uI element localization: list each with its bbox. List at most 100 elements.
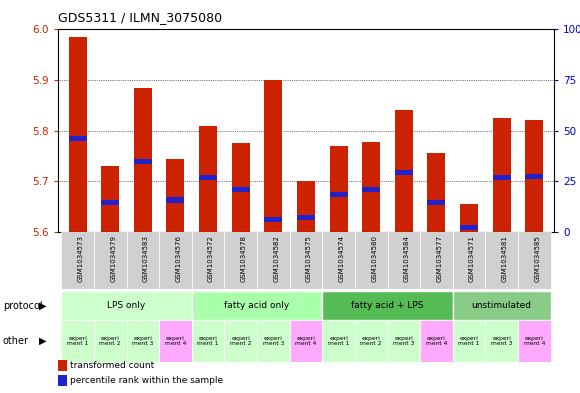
Text: transformed count: transformed count [70,361,154,369]
Text: experi
ment 1: experi ment 1 [328,336,349,346]
Bar [453,320,485,362]
Bar [192,320,224,362]
Text: experi
ment 3: experi ment 3 [263,336,284,346]
Bar [134,88,152,232]
Text: GSM1034584: GSM1034584 [404,235,410,282]
Bar [166,197,184,202]
Bar [68,136,86,141]
Bar [166,158,184,232]
Text: GDS5311 / ILMN_3075080: GDS5311 / ILMN_3075080 [58,11,222,24]
Bar [61,232,94,289]
Text: GSM1034573: GSM1034573 [78,235,84,282]
Bar [460,225,478,230]
Bar [420,232,453,289]
Bar [232,143,249,232]
Bar [264,217,282,222]
Text: GSM1034581: GSM1034581 [502,235,508,282]
Bar [355,320,387,362]
Text: LPS only: LPS only [107,301,146,310]
Bar [362,142,380,232]
Bar [453,232,485,289]
Text: experi
ment 4: experi ment 4 [165,336,186,346]
Bar [518,232,550,289]
Text: GSM1034571: GSM1034571 [469,235,475,282]
Bar [493,118,510,232]
Text: ▶: ▶ [39,301,47,311]
Bar [329,193,347,197]
Bar [322,291,453,320]
Bar [297,215,315,220]
Bar [493,175,510,180]
Bar [329,146,347,232]
Bar [126,320,159,362]
Bar [427,153,445,232]
Text: GSM1034579: GSM1034579 [110,235,116,282]
Bar [232,187,249,193]
Text: GSM1034580: GSM1034580 [371,235,377,282]
Bar [94,232,126,289]
Bar [257,232,289,289]
Bar [68,37,86,232]
Bar [192,291,322,320]
Bar [61,291,192,320]
Text: experi
ment 3: experi ment 3 [491,336,512,346]
Text: experi
ment 3: experi ment 3 [393,336,415,346]
Text: experi
ment 2: experi ment 2 [360,336,382,346]
Bar [224,320,257,362]
Bar [453,291,550,320]
Text: experi
ment 1: experi ment 1 [67,336,88,346]
Text: fatty acid only: fatty acid only [224,301,289,310]
Bar [420,320,453,362]
Text: GSM1034577: GSM1034577 [436,235,443,282]
Bar [289,320,322,362]
Bar [297,181,315,232]
Text: ▶: ▶ [39,336,47,346]
Bar [518,320,550,362]
Text: GSM1034578: GSM1034578 [241,235,246,282]
Text: GSM1034576: GSM1034576 [175,235,182,282]
Bar [387,232,420,289]
Text: GSM1034574: GSM1034574 [339,235,345,282]
Text: unstimulated: unstimulated [472,301,532,310]
Text: protocol: protocol [3,301,42,311]
Bar [199,175,217,180]
Bar [525,119,543,232]
Bar [387,320,420,362]
Bar [61,320,94,362]
Bar [525,174,543,179]
Bar [159,320,192,362]
Bar [126,232,159,289]
Text: GSM1034582: GSM1034582 [273,235,280,282]
Bar [159,232,192,289]
Text: GSM1034585: GSM1034585 [534,235,541,282]
Text: other: other [3,336,29,346]
Bar [322,232,355,289]
Bar [322,320,355,362]
Text: experi
ment 3: experi ment 3 [132,336,154,346]
Bar [427,200,445,205]
Text: experi
ment 2: experi ment 2 [230,336,252,346]
Bar [485,320,518,362]
Bar [264,80,282,232]
Bar [362,187,380,193]
Text: experi
ment 4: experi ment 4 [524,336,545,346]
Text: experi
ment 1: experi ment 1 [197,336,219,346]
Bar [257,320,289,362]
Text: experi
ment 4: experi ment 4 [295,336,317,346]
Text: GSM1034583: GSM1034583 [143,235,149,282]
Text: fatty acid + LPS: fatty acid + LPS [351,301,424,310]
Bar [355,232,387,289]
Text: percentile rank within the sample: percentile rank within the sample [70,376,223,385]
Bar [224,232,257,289]
Bar [485,232,518,289]
Bar [134,158,152,163]
Text: GSM1034572: GSM1034572 [208,235,214,282]
Bar [94,320,126,362]
Bar [395,170,413,175]
Text: experi
ment 1: experi ment 1 [458,336,480,346]
Bar [199,126,217,232]
Bar [289,232,322,289]
Bar [460,204,478,232]
Text: experi
ment 4: experi ment 4 [426,336,447,346]
Bar [192,232,224,289]
